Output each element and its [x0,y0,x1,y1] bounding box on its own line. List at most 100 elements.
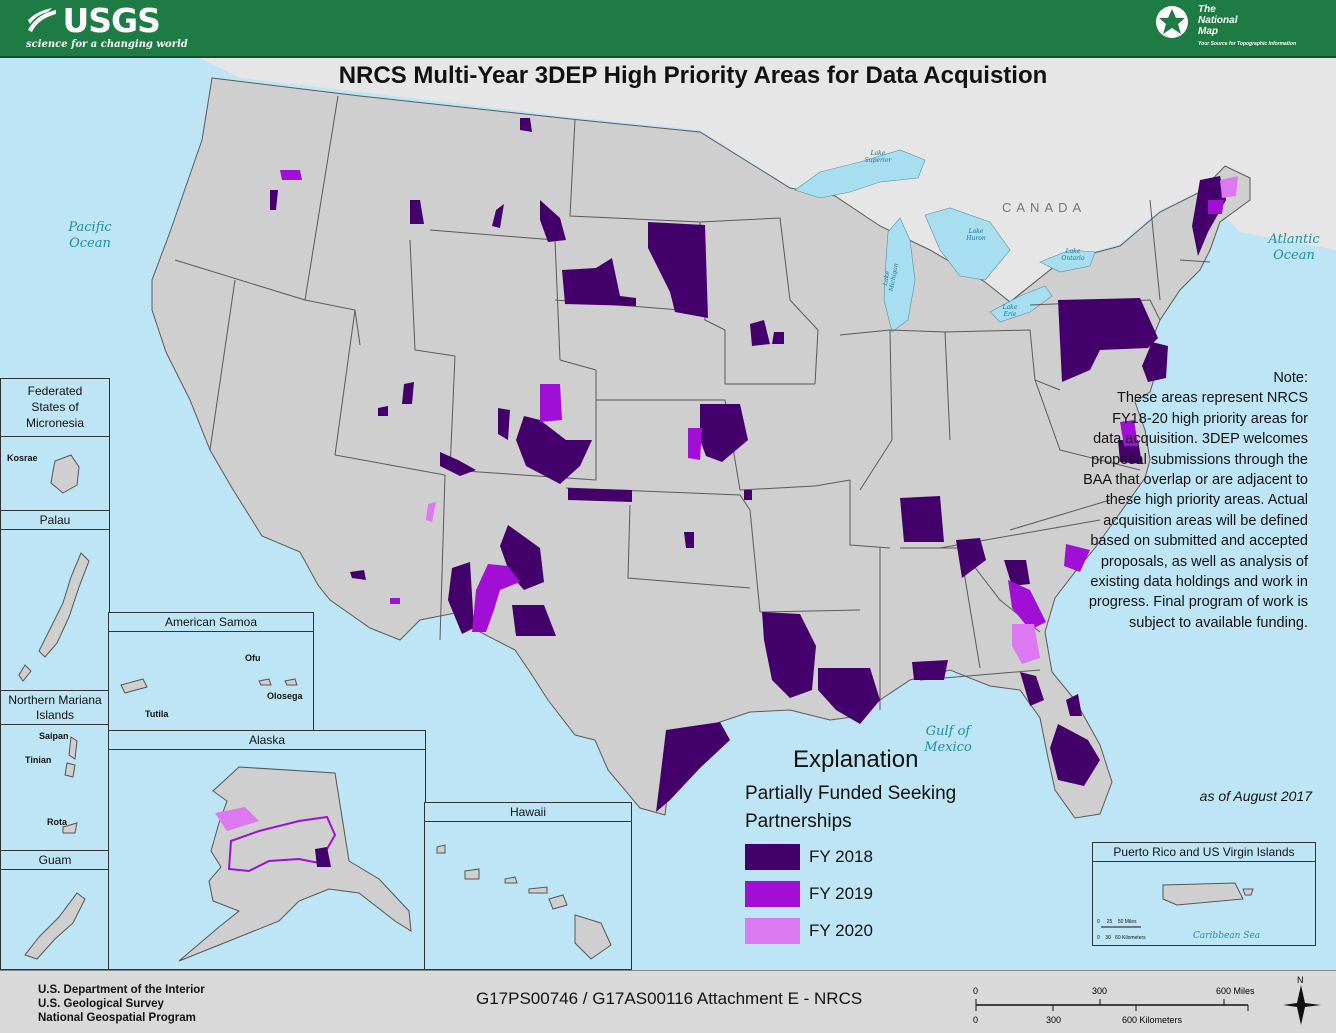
lake-ontario [1039,249,1096,273]
legend-items: FY 2018 FY 2019 FY 2020 [745,844,1045,955]
usgs-wave-icon [28,8,56,32]
legend-item-fy2020: FY 2020 [745,918,1045,955]
inset-american-samoa: American Samoa Ofu Olosega Tutila [108,612,314,732]
legend-title: Explanation [793,746,919,773]
tutila-label: Tutila [145,709,169,719]
legend-item-fy2018: FY 2018 [745,844,1045,881]
scale-bar-graphic [975,999,1249,1011]
legend-subtitle-2: Partnerships [745,811,852,832]
scale-km-300: 300 [1046,1015,1062,1025]
inset-samoa-title: American Samoa [109,613,313,632]
alaska-map [178,766,412,962]
tnm-line-3: Map [1198,26,1219,37]
atlantic-ocean-label: Atlantic Ocean [1262,232,1326,264]
header-bar: USGS science for a changing world The Na… [0,0,1336,58]
micronesia-title-2: States of [31,400,79,414]
scale-km-0: 0 [973,1015,979,1025]
palau-islands [18,552,90,682]
scale-mi-600: 600 Miles [1216,986,1255,996]
lake-superior-line-1: Lake [870,150,886,157]
inset-nmi-title: Northern Mariana Islands [1,691,109,725]
inset-palau-title: Palau [1,511,109,530]
tnm-line-1: The [1198,4,1216,15]
usgs-tagline: science for a changing world [26,39,188,50]
usgs-logo: USGS science for a changing world [26,4,188,50]
grant-number: G17PS00746 / G17AS00116 Attachment E - N… [476,989,863,1008]
north-label: N [1297,975,1304,985]
legend-swatch-fy2019 [745,881,800,907]
gulf-line-1: Gulf of [925,724,971,739]
legend-swatch-fy2020 [745,918,800,944]
tnm-line-2: National [1198,15,1238,26]
samoa-islands [120,678,298,694]
pr-scale-mi-2: 50 Miles [1117,919,1137,925]
dept-line-2: U.S. Geological Survey [38,998,164,1010]
dept-line-3: National Geospatial Program [38,1012,196,1024]
saipan-label: Saipan [39,731,69,741]
lake-superior [794,149,926,199]
national-map-logo: The National Map Your Source for Topogra… [1154,4,1296,50]
conus-map [151,58,1336,819]
legend-label-fy2018: FY 2018 [809,847,873,866]
lake-huron [924,207,1011,281]
lake-michigan [883,217,916,333]
inset-alaska-title: Alaska [109,731,425,750]
department-block: U.S. Department of the Interior U.S. Geo… [38,983,205,1025]
legend-subtitle: Partially Funded Seeking Partnerships [745,780,1045,836]
micronesia-title-1: Federated [27,384,83,398]
gulf-of-mexico-label: Gulf of Mexico [916,724,980,756]
guam-island [24,892,86,960]
inset-hawaii-title: Hawaii [425,803,631,822]
inset-pr-title: Puerto Rico and US Virgin Islands [1093,843,1315,862]
olosega-label: Olosega [267,691,303,701]
kosrae-island [50,454,80,494]
pacific-ocean-line-1: Pacific [68,220,112,235]
inset-guam: Guam [0,850,110,970]
nmi-title-2: Islands [35,708,75,722]
puerto-rico-map [1101,882,1254,928]
canada-land [200,58,1336,300]
inset-alaska: Alaska [108,730,426,970]
micronesia-title-3: Micronesia [25,416,85,430]
pr-scale-km-1: 30 [1105,935,1111,941]
tnm-tagline: Your Source for Topographic Information [1198,41,1296,47]
dept-line-1: U.S. Department of the Interior [38,984,205,996]
pr-scale-mi-1: 25 [1106,919,1113,925]
fy2018-areas [270,118,1226,812]
north-arrow: N [1283,975,1323,1027]
conus-land [151,77,1251,819]
lake-huron-line-1: Lake [968,228,984,235]
legend-subtitle-1: Partially Funded Seeking [745,783,957,804]
inset-palau: Palau [0,510,110,692]
pr-scale-mi-0: 0 [1097,919,1100,925]
lake-huron-line-2: Huron [966,235,986,242]
national-map-icon [1155,6,1188,38]
lake-ontario-line-1: Lake [1065,248,1081,255]
legend-item-fy2019: FY 2019 [745,881,1045,918]
footer-bar: U.S. Department of the Interior U.S. Geo… [0,970,1336,1033]
note-text: Note: These areas represent NRCS FY18-20… [1076,368,1308,633]
lake-ontario-label: Lake Ontario [1058,248,1088,262]
inset-micronesia: Federated States of Micronesia Kosrae [0,378,110,512]
rota-label: Rota [47,817,67,827]
pr-scale-km: 0 30 60 Kilometers [1097,935,1146,941]
tinian-label: Tinian [25,755,52,765]
kosrae-label: Kosrae [7,453,38,463]
atlantic-ocean-line-2: Ocean [1273,248,1315,263]
atlantic-ocean-line-1: Atlantic [1268,232,1320,247]
legend-label-fy2019: FY 2019 [809,884,873,903]
lake-erie-label: Lake Erie [998,304,1022,318]
inset-puerto-rico: Puerto Rico and US Virgin Islands Caribb… [1092,842,1316,946]
fy2020-areas [426,176,1238,664]
inset-micronesia-title: Federated States of Micronesia [1,379,109,437]
pr-scale-km-2: 60 Kilometers [1115,935,1146,941]
lake-huron-label: Lake Huron [963,228,989,242]
inset-nmi: Northern Mariana Islands Saipan Tinian R… [0,690,110,852]
pacific-ocean-label: Pacific Ocean [62,220,118,252]
inset-guam-title: Guam [1,851,109,870]
as-of-date: as of August 2017 [1199,788,1312,804]
gulf-line-2: Mexico [924,740,972,755]
fy2019-areas [280,170,1224,632]
pr-scale-miles: 0 25 50 Miles [1097,919,1136,925]
note-heading: Note: [1273,370,1308,386]
